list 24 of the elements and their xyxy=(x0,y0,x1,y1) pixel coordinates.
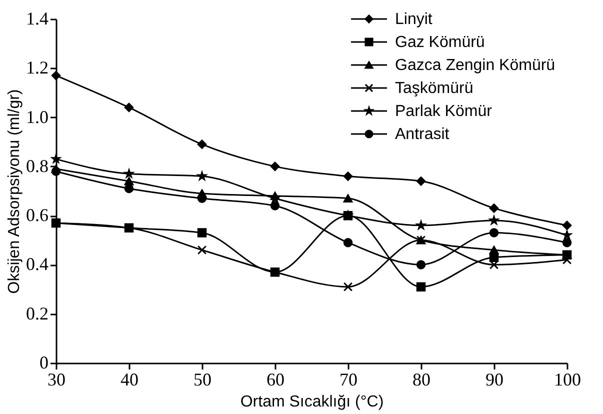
x-tick-label: 70 xyxy=(340,370,358,390)
y-tick-label: 0.4 xyxy=(26,254,48,274)
legend-label: Gaz Kömürü xyxy=(395,34,485,51)
legend-label: Gazca Zengin Kömürü xyxy=(395,57,556,74)
x-tick-label: 60 xyxy=(266,370,284,390)
legend-label: Linyit xyxy=(395,11,433,28)
legend-label: Taşkömürü xyxy=(395,80,474,97)
legend-label: Antrasit xyxy=(395,126,450,143)
y-tick-label: 1.2 xyxy=(26,58,48,78)
x-tick-label: 40 xyxy=(120,370,138,390)
y-tick-label: 1.4 xyxy=(26,8,48,28)
x-tick-label: 90 xyxy=(486,370,504,390)
y-tick-label: 1.0 xyxy=(26,106,48,127)
x-tick-label: 100 xyxy=(554,370,581,390)
y-axis-title: Oksijen Adsorpsiyonu (ml/gr) xyxy=(6,89,23,294)
y-tick-label: 0.6 xyxy=(26,205,48,226)
x-tick-label: 30 xyxy=(48,370,66,390)
y-tick-label: 0.8 xyxy=(26,156,48,176)
x-tick-label: 80 xyxy=(412,370,430,390)
x-axis-title: Ortam Sıcaklığı (°C) xyxy=(240,394,384,410)
y-tick-label: 0 xyxy=(40,352,48,372)
y-tick-label: 0.2 xyxy=(26,303,48,324)
legend-label: Parlak Kömür xyxy=(395,103,493,120)
x-tick-label: 50 xyxy=(194,370,212,390)
